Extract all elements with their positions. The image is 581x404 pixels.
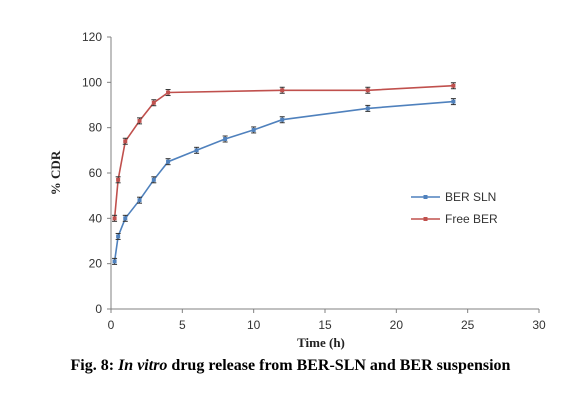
data-point	[116, 234, 121, 239]
data-point	[112, 259, 117, 264]
legend-marker	[423, 195, 428, 199]
series-ber-sln	[112, 98, 456, 265]
x-tick-label: 10	[247, 318, 261, 332]
y-tick-label: 60	[89, 166, 103, 180]
y-tick-label: 80	[89, 121, 103, 135]
axes: 0 20 40 60 80 100 120 0 5 10 15 20 25 30 Time (h) % CDR	[48, 30, 546, 350]
data-point	[365, 106, 370, 111]
figure-caption: Fig. 8: In vitro drug release from BER-S…	[0, 357, 581, 375]
data-point	[223, 137, 228, 141]
data-point	[137, 198, 142, 203]
caption-rest: drug release from BER-SLN and BER suspen…	[171, 357, 511, 374]
caption-italic: In vitro	[118, 357, 168, 374]
data-point	[166, 159, 171, 164]
data-point	[116, 177, 121, 182]
x-axis-title: Time (h)	[297, 335, 345, 350]
legend-label: BER SLN	[445, 190, 496, 204]
x-tick-label: 30	[532, 318, 546, 332]
y-tick-label: 100	[82, 75, 102, 89]
x-tick-label: 5	[179, 318, 186, 332]
series-free-ber	[112, 82, 456, 222]
data-point	[166, 90, 171, 95]
legend-label: Free BER	[445, 212, 498, 226]
data-point	[137, 118, 142, 123]
x-tick-label: 25	[461, 318, 475, 332]
data-point	[194, 148, 199, 153]
y-axis-title: % CDR	[48, 150, 63, 195]
y-tick-label: 40	[89, 211, 103, 225]
data-point	[112, 216, 117, 221]
data-point	[451, 99, 456, 104]
y-tick-label: 120	[82, 30, 102, 44]
data-point	[151, 100, 156, 105]
y-tick-label: 0	[95, 302, 102, 316]
data-point	[280, 117, 285, 122]
data-point	[151, 177, 156, 182]
legend-marker	[423, 217, 428, 221]
data-point	[123, 139, 128, 144]
data-point	[365, 88, 370, 93]
data-point	[280, 88, 285, 93]
data-point	[123, 216, 128, 221]
series-layer	[112, 82, 456, 265]
x-tick-label: 20	[390, 318, 404, 332]
caption-label: Fig. 8:	[70, 357, 115, 374]
x-tick-label: 15	[318, 318, 332, 332]
chart: 0 20 40 60 80 100 120 0 5 10 15 20 25 30 Time (h) % CDR…	[48, 30, 546, 350]
legend: BER SLN Free BER	[411, 190, 498, 226]
x-tick-label: 0	[108, 318, 115, 332]
series-line	[113, 100, 454, 262]
y-tick-label: 20	[89, 257, 103, 271]
data-point	[251, 127, 256, 132]
data-point	[451, 83, 456, 88]
